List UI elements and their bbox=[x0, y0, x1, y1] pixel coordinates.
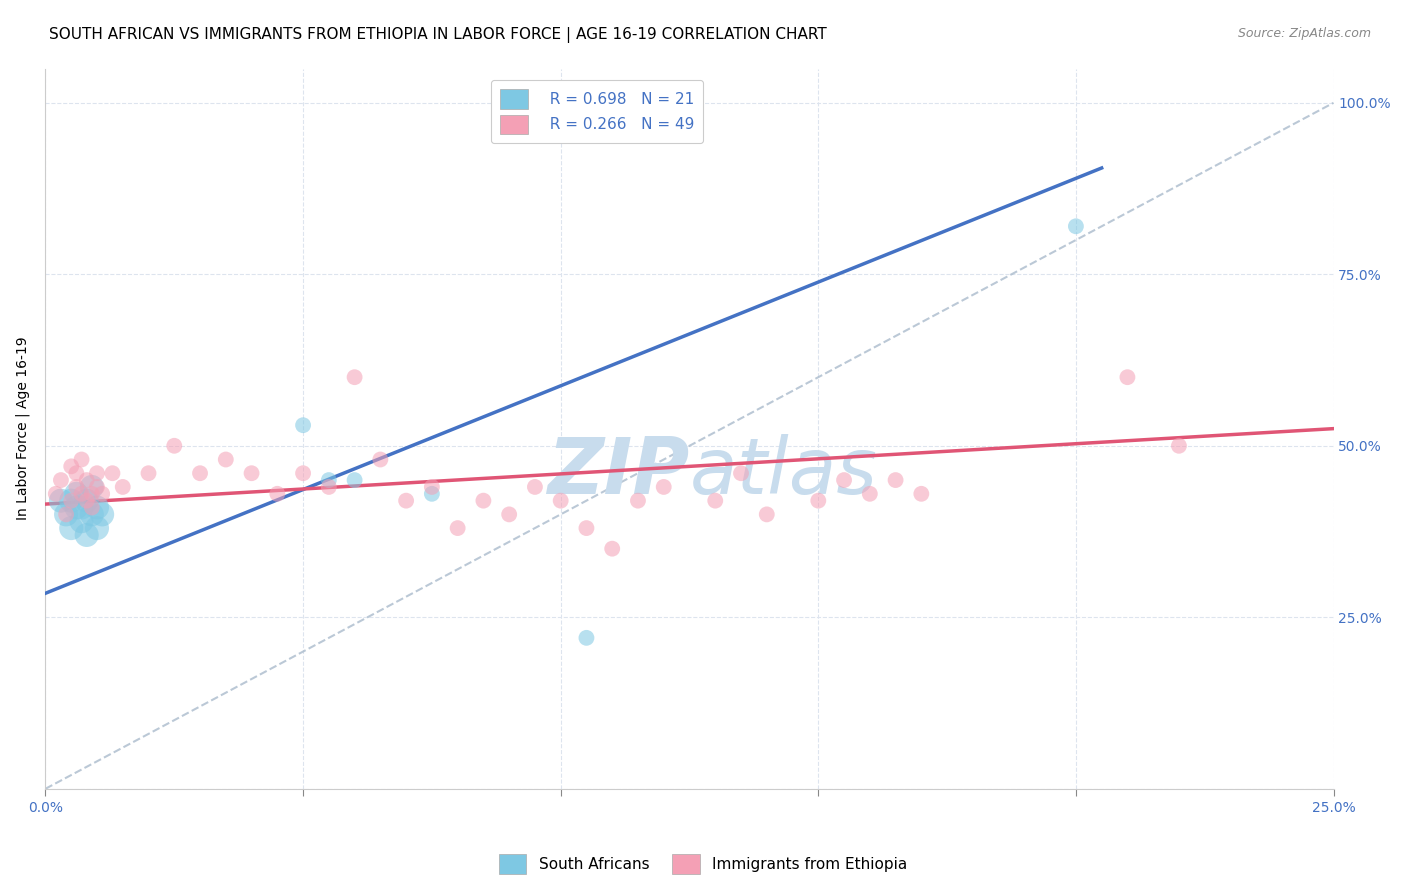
Point bbox=[91, 487, 114, 501]
Point bbox=[70, 452, 93, 467]
Point bbox=[807, 493, 830, 508]
Point bbox=[832, 473, 855, 487]
Point bbox=[910, 487, 932, 501]
Point bbox=[343, 370, 366, 384]
Point bbox=[60, 493, 83, 508]
Point bbox=[1064, 219, 1087, 234]
Point bbox=[188, 467, 211, 481]
Point bbox=[80, 500, 103, 515]
Point bbox=[575, 631, 598, 645]
Point bbox=[76, 473, 98, 487]
Point bbox=[472, 493, 495, 508]
Point bbox=[627, 493, 650, 508]
Text: Source: ZipAtlas.com: Source: ZipAtlas.com bbox=[1237, 27, 1371, 40]
Point bbox=[550, 493, 572, 508]
Point bbox=[49, 473, 72, 487]
Point bbox=[60, 459, 83, 474]
Point bbox=[70, 514, 93, 528]
Point bbox=[60, 521, 83, 535]
Text: SOUTH AFRICAN VS IMMIGRANTS FROM ETHIOPIA IN LABOR FORCE | AGE 16-19 CORRELATION: SOUTH AFRICAN VS IMMIGRANTS FROM ETHIOPI… bbox=[49, 27, 827, 43]
Point bbox=[101, 467, 124, 481]
Point bbox=[652, 480, 675, 494]
Point bbox=[292, 418, 315, 433]
Point bbox=[704, 493, 727, 508]
Point bbox=[45, 487, 67, 501]
Point bbox=[343, 473, 366, 487]
Point bbox=[55, 508, 77, 522]
Point bbox=[318, 473, 340, 487]
Point bbox=[80, 480, 103, 494]
Point bbox=[65, 500, 87, 515]
Point bbox=[76, 493, 98, 508]
Point bbox=[163, 439, 186, 453]
Text: ZIP: ZIP bbox=[547, 434, 689, 510]
Point bbox=[884, 473, 907, 487]
Point bbox=[370, 452, 392, 467]
Point bbox=[420, 480, 443, 494]
Point bbox=[420, 487, 443, 501]
Point bbox=[60, 493, 83, 508]
Point bbox=[1168, 439, 1191, 453]
Point bbox=[91, 508, 114, 522]
Point bbox=[755, 508, 778, 522]
Point bbox=[1116, 370, 1139, 384]
Point bbox=[65, 487, 87, 501]
Legend:   R = 0.698   N = 21,   R = 0.266   N = 49: R = 0.698 N = 21, R = 0.266 N = 49 bbox=[491, 79, 703, 144]
Point bbox=[76, 493, 98, 508]
Point bbox=[138, 467, 160, 481]
Point bbox=[49, 493, 72, 508]
Point bbox=[86, 521, 108, 535]
Point bbox=[86, 500, 108, 515]
Point bbox=[575, 521, 598, 535]
Point bbox=[215, 452, 238, 467]
Point bbox=[65, 467, 87, 481]
Point bbox=[70, 487, 93, 501]
Point bbox=[266, 487, 288, 501]
Point bbox=[76, 528, 98, 542]
Point bbox=[55, 508, 77, 522]
Point bbox=[111, 480, 134, 494]
Point bbox=[395, 493, 418, 508]
Point bbox=[86, 480, 108, 494]
Point bbox=[80, 487, 103, 501]
Point bbox=[859, 487, 882, 501]
Point bbox=[498, 508, 520, 522]
Point bbox=[80, 508, 103, 522]
Point bbox=[523, 480, 546, 494]
Y-axis label: In Labor Force | Age 16-19: In Labor Force | Age 16-19 bbox=[15, 337, 30, 520]
Point bbox=[86, 467, 108, 481]
Point bbox=[730, 467, 752, 481]
Text: atlas: atlas bbox=[689, 434, 877, 510]
Point bbox=[446, 521, 468, 535]
Point bbox=[600, 541, 623, 556]
Legend: South Africans, Immigrants from Ethiopia: South Africans, Immigrants from Ethiopia bbox=[492, 848, 914, 880]
Point bbox=[70, 500, 93, 515]
Point bbox=[318, 480, 340, 494]
Point bbox=[65, 480, 87, 494]
Point bbox=[240, 467, 263, 481]
Point bbox=[292, 467, 315, 481]
